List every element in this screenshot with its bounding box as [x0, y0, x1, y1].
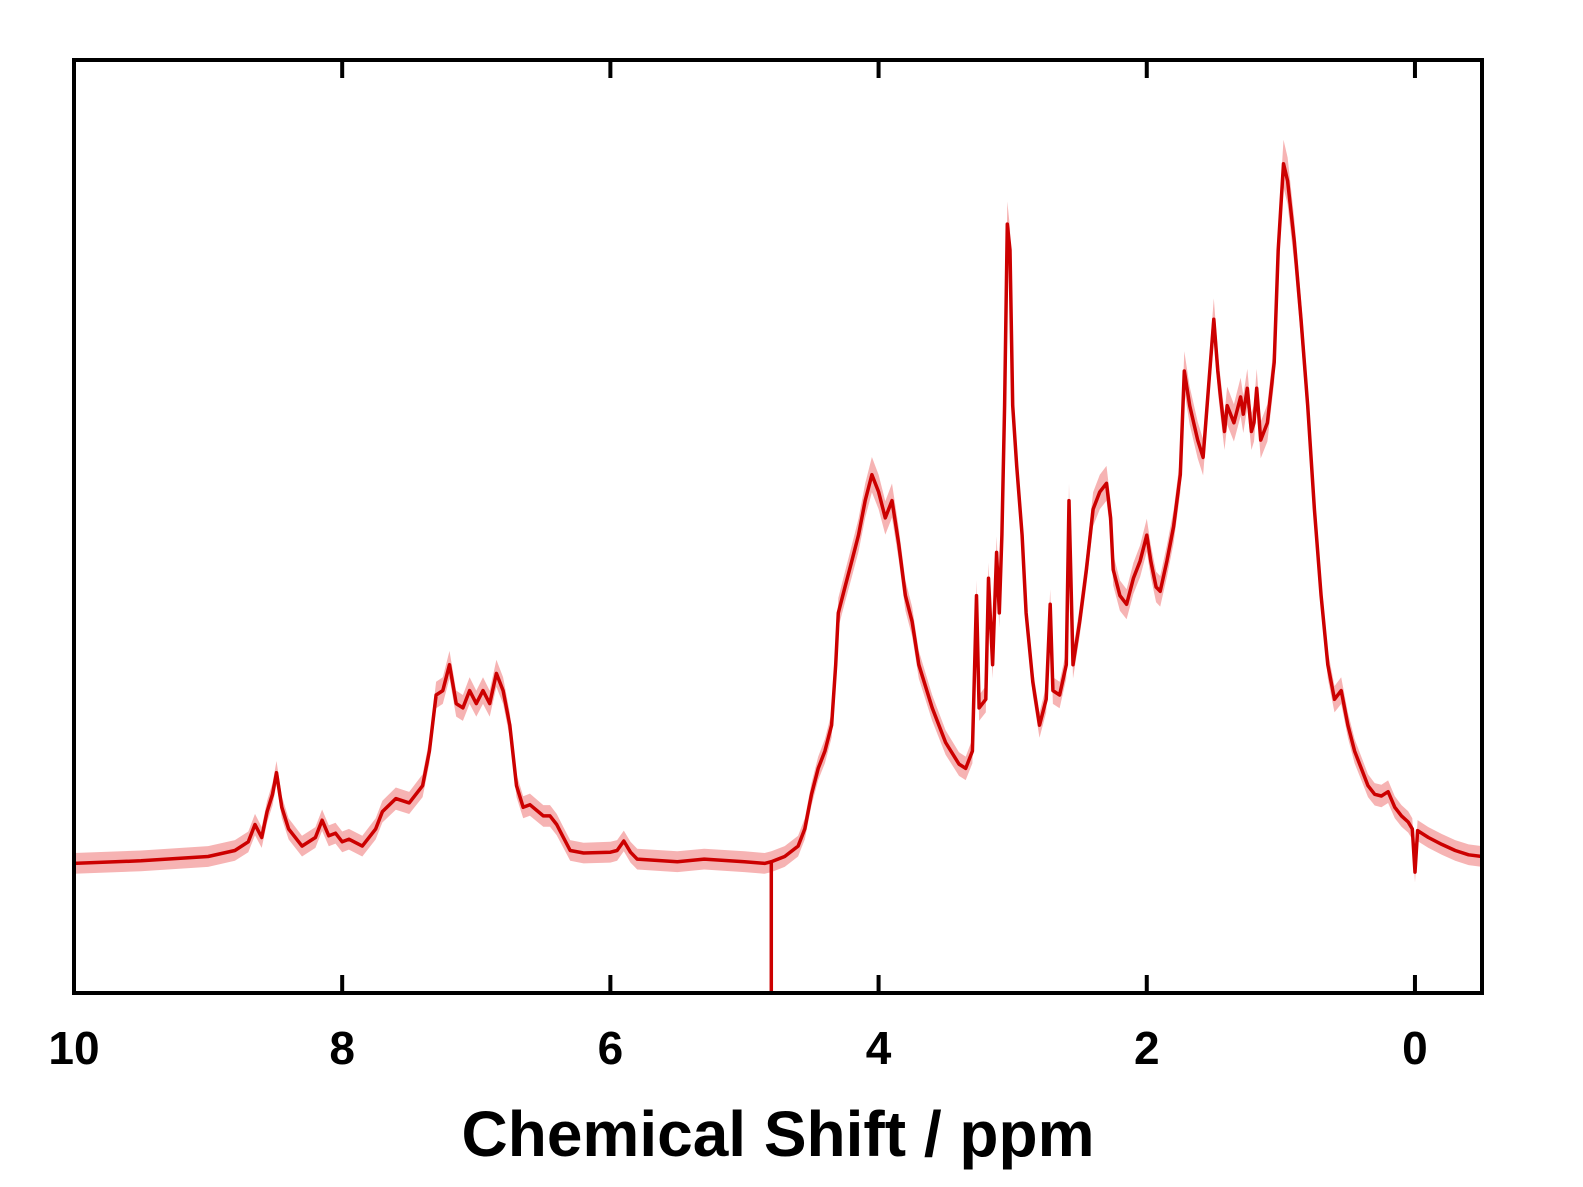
spike-layer: [769, 861, 774, 993]
x-tick-label: 10: [48, 1022, 99, 1074]
x-tick-label: 6: [598, 1022, 624, 1074]
x-tick-label: 8: [329, 1022, 355, 1074]
plot-layer: [73, 139, 1483, 993]
plot-frame: [72, 58, 1484, 995]
x-axis-ticks: 10 8 6 4 2 0: [48, 60, 1428, 1074]
x-tick-label: 4: [866, 1022, 892, 1074]
x-tick-label: 0: [1402, 1022, 1428, 1074]
series-band: [74, 139, 1482, 883]
x-axis-title: Chemical Shift / ppm: [462, 1098, 1095, 1170]
x-tick-label: 2: [1134, 1022, 1160, 1074]
series-line: [73, 161, 1483, 874]
